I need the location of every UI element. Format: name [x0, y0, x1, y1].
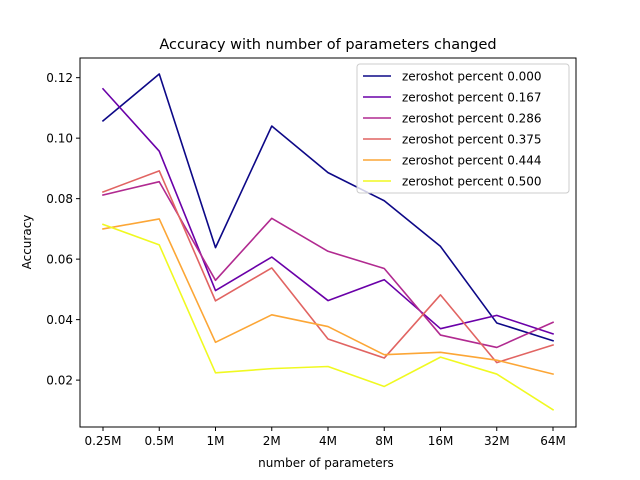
y-tick-label-3: 0.08	[46, 192, 73, 206]
legend-label-2: zeroshot percent 0.286	[402, 112, 542, 126]
y-tick-label-2: 0.06	[46, 253, 73, 267]
legend-label-5: zeroshot percent 0.500	[402, 175, 542, 189]
legend-box	[356, 63, 570, 194]
y-axis: 0.02 0.04 0.06 0.08 0.10 0.12	[46, 71, 80, 388]
x-axis-label: number of parameters	[258, 456, 394, 470]
x-tick-label-7: 32M	[484, 434, 510, 448]
series-line-0	[101, 73, 555, 342]
legend-items: zeroshot percent 0.000 zeroshot percent 0…	[363, 70, 542, 189]
legend-label-4: zeroshot percent 0.444	[402, 154, 542, 168]
legend-label-0: zeroshot percent 0.000	[402, 70, 542, 84]
y-axis-label: Accuracy	[20, 215, 34, 270]
x-axis: 0.25M 0.5M 1M 2M 4M 8M 16M 32M 64M	[84, 427, 566, 448]
legend-label-3: zeroshot percent 0.375	[402, 133, 542, 147]
x-tick-label-6: 16M	[428, 434, 454, 448]
x-tick-label-8: 64M	[540, 434, 566, 448]
series-line-1	[101, 87, 555, 335]
series-line-5	[101, 223, 555, 411]
series-line-4	[102, 218, 554, 376]
x-tick-label-2: 1M	[207, 434, 225, 448]
series-line-3	[101, 170, 555, 364]
legend-label-1: zeroshot percent 0.167	[402, 91, 542, 105]
chart-title: Accuracy with number of parameters chang…	[159, 37, 496, 53]
x-tick-label-3: 2M	[263, 434, 281, 448]
x-tick-label-1: 0.5M	[145, 434, 174, 448]
x-tick-label-0: 0.25M	[84, 434, 121, 448]
y-tick-label-4: 0.10	[46, 132, 73, 146]
legend: zeroshot percent 0.000 zeroshot percent 0…	[356, 63, 570, 194]
y-tick-label-1: 0.04	[46, 313, 73, 327]
x-tick-label-4: 4M	[319, 434, 337, 448]
series-layer	[101, 73, 555, 411]
x-tick-label-5: 8M	[375, 434, 393, 448]
y-tick-label-5: 0.12	[46, 71, 73, 85]
y-tick-label-0: 0.02	[46, 374, 73, 388]
